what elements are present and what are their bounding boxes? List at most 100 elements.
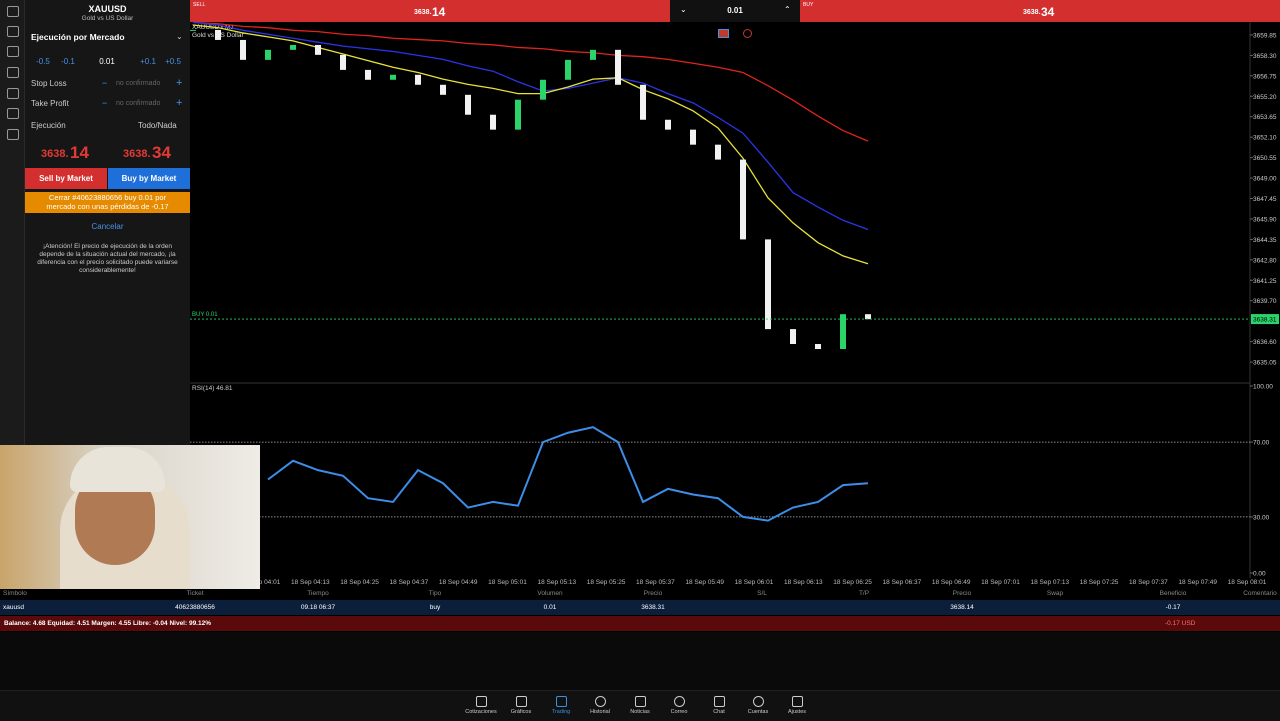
y-tick-label: 3658.30 [1253,53,1277,60]
table-cell[interactable]: xauusd [3,604,24,611]
volume-up[interactable]: ⌃ [784,5,791,14]
nav-label[interactable]: Chat [713,709,725,715]
table-header: Comentario [1243,590,1277,597]
mode[interactable]: Ejecución por Mercado [31,32,125,42]
position-label: BUY 0.01 [192,312,218,318]
candle [215,29,221,40]
volume-step[interactable]: 0.01 [99,57,115,66]
table-header: Tipo [428,590,442,597]
table-cell[interactable]: 09.18 06:37 [300,604,336,611]
candle [340,54,346,70]
cancel-link[interactable]: Cancelar [91,222,124,231]
candle [290,44,296,50]
nav-label[interactable]: Cotizaciones [465,709,497,715]
moving-average [192,21,869,142]
field-minus[interactable]: − [102,98,108,108]
volume-step[interactable]: +0.1 [140,57,156,66]
nav-icon[interactable] [635,696,646,707]
table-bg [0,589,1280,599]
price-main: 3638. [41,148,69,160]
nav-label[interactable]: Correo [670,709,688,715]
table-cell[interactable]: -0.17 [1165,604,1181,611]
candle [840,314,846,350]
table-cell[interactable]: 3638.14 [950,604,974,611]
x-tick-label: 18 Sep 04:01 [242,579,281,586]
nav-label[interactable]: Ajustes [787,709,807,715]
candle [865,314,871,320]
y-tick-label: 3647.45 [1253,196,1277,203]
x-tick-label: 18 Sep 07:13 [1030,579,1069,586]
nav-icon[interactable] [792,696,803,707]
x-tick-label: 18 Sep 05:01 [488,579,527,586]
volume-value[interactable]: 0.01 [727,6,743,15]
y-tick-label: 3656.75 [1253,73,1277,80]
rail-icon[interactable] [7,6,19,17]
y-tick-label: 3639.70 [1253,298,1277,305]
table-cell[interactable]: 3638.31 [641,604,665,611]
candle [565,59,571,80]
confirm-button[interactable]: Cerrar #40623880656 buy 0.01 por mercado… [25,192,190,213]
rail-icon[interactable] [7,26,19,37]
table-header: S/L [757,590,767,597]
nav-label[interactable]: Gráficos [510,709,532,715]
nav-icon[interactable] [674,696,685,707]
nav-icon[interactable] [516,696,527,707]
rail-icon[interactable] [7,67,19,78]
x-tick-label: 18 Sep 07:25 [1080,579,1119,586]
chevron: ⌄ [176,32,183,41]
candle [690,129,696,145]
chart-tool-icon[interactable] [718,29,729,38]
nav-icon[interactable] [556,696,567,707]
candle [715,144,721,160]
sell-bar[interactable] [190,0,670,22]
rail-icon[interactable] [7,108,19,119]
y-tick-label: 3645.90 [1253,216,1277,223]
field-minus[interactable]: − [102,78,108,88]
candle [740,159,746,240]
x-tick-label: 18 Sep 07:49 [1178,579,1217,586]
rail-icon[interactable] [7,88,19,99]
buy-button[interactable]: Buy by Market [108,168,190,189]
nav-label[interactable]: Trading [551,709,571,715]
table-cell[interactable]: buy [429,604,441,611]
y-tick-label: 3659.85 [1253,32,1277,39]
bottom-nav [0,690,1280,721]
x-tick-label: 18 Sep 06:13 [784,579,823,586]
x-tick-label: 18 Sep 07:37 [1129,579,1168,586]
account-summary: Balance: 4.68 Equidad: 4.51 Margen: 4.55… [4,620,212,627]
field-plus[interactable]: + [176,97,183,109]
table-cell[interactable]: 0.01 [543,604,557,611]
sell-button[interactable]: Sell by Market [25,168,107,189]
buy-bar[interactable] [800,0,1280,22]
rail-icon[interactable] [7,46,19,57]
rail-icon[interactable] [7,129,19,140]
price-tag-label: 3638.31 [1253,317,1277,324]
chart-tool-icon[interactable] [743,29,752,38]
candle [240,39,246,60]
volume-step[interactable]: -0.5 [36,57,50,66]
bar-price-main: 3638. [414,9,432,16]
x-tick-label: 18 Sep 07:01 [981,579,1020,586]
field-value[interactable]: Todo/Nada [138,121,177,130]
nav-label[interactable]: Cuentas [747,709,769,715]
volume-step[interactable]: +0.5 [165,57,181,66]
volume-step[interactable]: -0.1 [61,57,75,66]
nav-icon[interactable] [753,696,764,707]
x-tick-label: 18 Sep 04:49 [439,579,478,586]
table-header: Beneficio [1159,590,1187,597]
field-plus[interactable]: + [176,77,183,89]
nav-icon[interactable] [714,696,725,707]
volume-down[interactable]: ⌄ [680,5,687,14]
nav-label[interactable]: Noticias [630,709,650,715]
nav-label[interactable]: Historial [590,709,610,715]
nav-icon[interactable] [595,696,606,707]
candle [415,74,421,85]
y-tick-label: 100.00 [1253,384,1273,391]
x-tick-label: 18 Sep 06:01 [735,579,774,586]
table-header: Tiempo [307,590,329,597]
nav-icon[interactable] [476,696,487,707]
y-tick-label: 3652.10 [1253,135,1277,142]
symbol-name[interactable]: XAUUSD [88,4,127,14]
table-cell[interactable]: 40623880656 [175,604,215,611]
